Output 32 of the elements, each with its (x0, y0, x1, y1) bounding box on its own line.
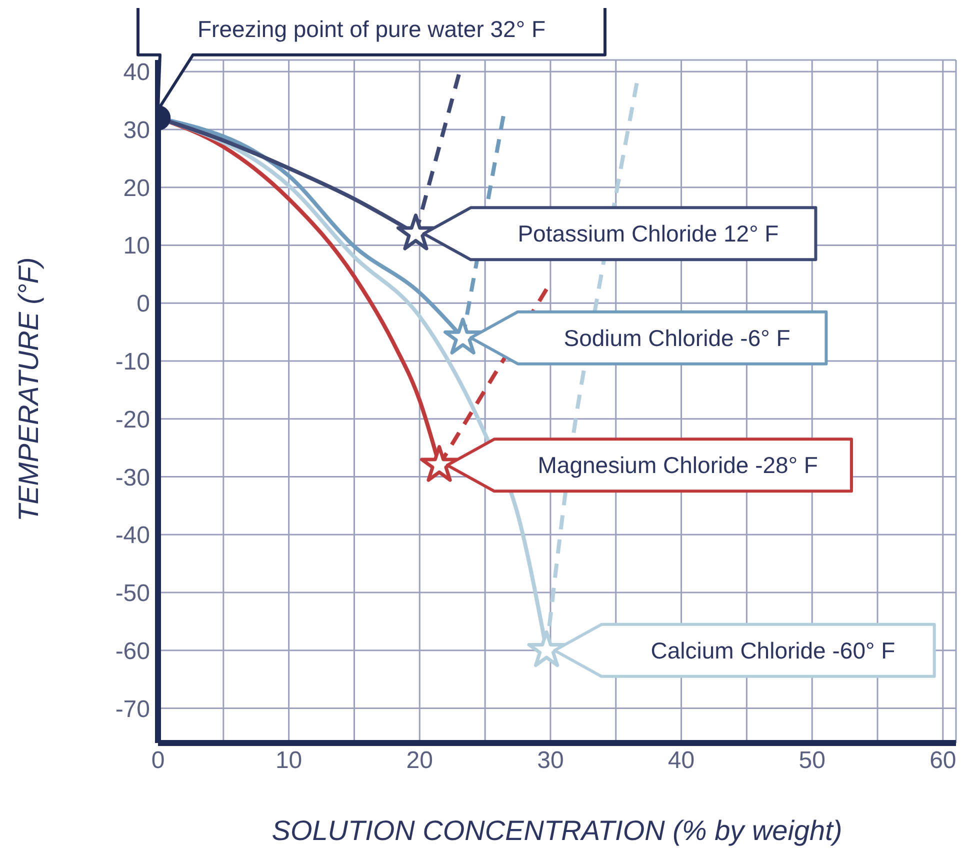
x-tick-label: 20 (406, 747, 433, 774)
point (396, 213, 435, 250)
callout: Sodium Chloride -6° F (469, 310, 828, 366)
y-tick-label: -30 (115, 464, 150, 492)
y-tick-label: 10 (123, 232, 150, 260)
x-tick-label: 50 (798, 747, 826, 774)
y-tick-label: -50 (115, 580, 150, 608)
point (527, 630, 566, 668)
callout: Calcium Chloride -60° F (553, 622, 936, 678)
y-axis-title: TEMPERATURE (°F) (12, 257, 44, 522)
callout: Potassium Chloride 12° F (422, 206, 818, 262)
y-tick-label: -20 (115, 406, 150, 434)
x-tick-label: 10 (275, 747, 302, 774)
callout: Magnesium Chloride -28° F (446, 438, 853, 493)
point (444, 318, 482, 354)
y-tick-label: -60 (115, 638, 150, 665)
y-tick-label: -70 (115, 696, 150, 723)
annotation: Potassium Chloride 12° F (518, 220, 779, 247)
y-tick-label: 20 (123, 174, 150, 202)
annotation: Sodium Chloride -6° F (564, 324, 790, 351)
x-tick-label: 60 (930, 747, 956, 774)
y-tick-label: 30 (123, 116, 150, 144)
y-tick-label: -40 (115, 522, 150, 550)
y-tick-label: 0 (136, 290, 150, 318)
x-tick-label: 40 (668, 747, 695, 774)
x-tick-label: 30 (537, 747, 564, 774)
y-tick-label: 40 (123, 59, 150, 86)
x-axis-title: SOLUTION CONCENTRATION (% by weight) (272, 815, 842, 846)
y-tick-label: -10 (115, 348, 150, 376)
annotation: Calcium Chloride -60° F (650, 637, 896, 664)
annotation: Magnesium Chloride -28° F (538, 452, 818, 478)
point (420, 445, 459, 482)
